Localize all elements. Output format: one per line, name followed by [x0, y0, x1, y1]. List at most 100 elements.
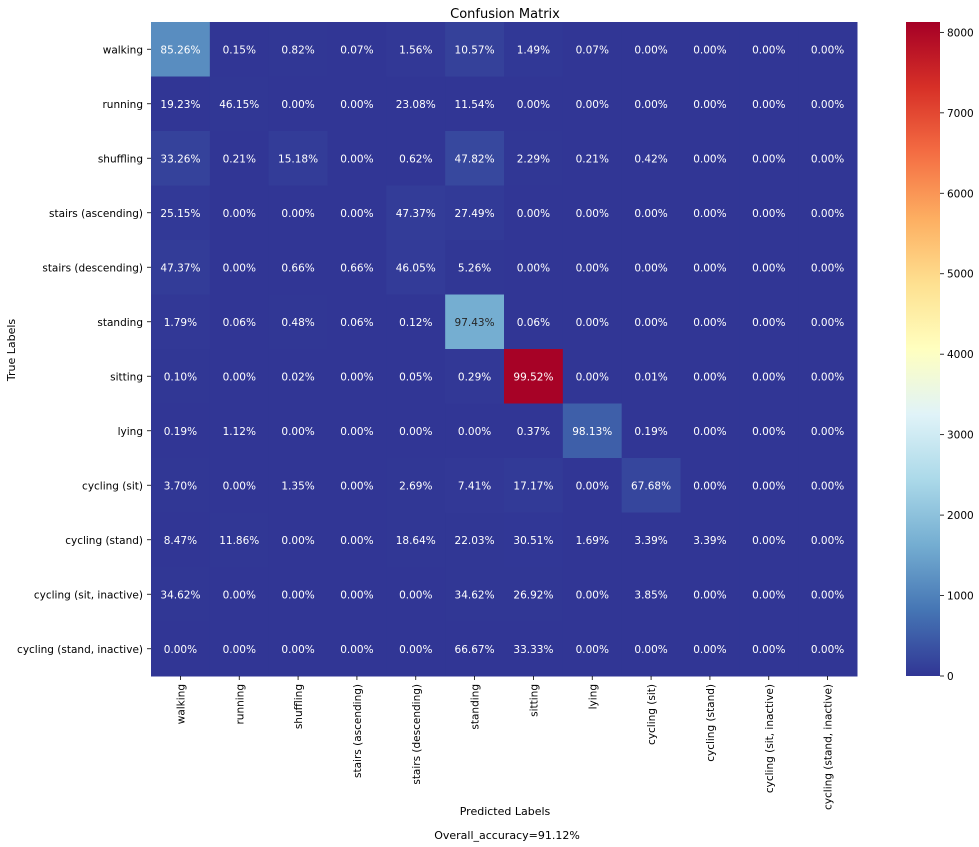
cell-value-label: 0.00%: [576, 317, 609, 329]
cell-value-label: 3.39%: [693, 535, 726, 547]
cell-value-label: 0.00%: [811, 44, 844, 56]
cell-value-label: 0.66%: [281, 262, 314, 274]
x-tick-label: lying: [587, 684, 599, 709]
cell-value-label: 10.57%: [455, 44, 495, 56]
heatmap-cell: [445, 22, 505, 77]
heatmap-cells: [151, 22, 858, 677]
heatmap-cell: [386, 294, 446, 350]
heatmap-cell: [151, 76, 211, 132]
cell-value-label: 0.00%: [340, 153, 373, 165]
cell-value-label: 0.06%: [517, 317, 550, 329]
cell-value-label: 0.00%: [634, 44, 667, 56]
heatmap-cell: [386, 621, 446, 677]
heatmap-cell: [621, 240, 681, 295]
heatmap-cell: [445, 294, 505, 350]
cell-value-label: 0.00%: [517, 208, 550, 220]
heatmap-cell: [151, 349, 211, 404]
heatmap-cell: [562, 349, 623, 404]
heatmap-cell: [209, 294, 270, 350]
cell-value-label: 0.01%: [634, 371, 667, 383]
cell-value-label: 0.00%: [634, 99, 667, 111]
heatmap-cell: [562, 185, 623, 241]
heatmap-cell: [209, 349, 270, 404]
heatmap-cell: [621, 349, 681, 404]
chart-title: Confusion Matrix: [450, 7, 560, 22]
heatmap-cell: [151, 458, 211, 513]
cell-value-label: 0.00%: [693, 262, 726, 274]
y-tick-label: stairs (ascending): [49, 208, 143, 220]
heatmap-cell: [327, 240, 387, 295]
cell-value-label: 85.26%: [160, 44, 200, 56]
colorbar: [906, 22, 940, 676]
cell-value-label: 0.00%: [752, 99, 785, 111]
heatmap-cell: [151, 621, 211, 677]
cell-value-label: 0.05%: [399, 371, 432, 383]
heatmap-cell: [209, 76, 270, 132]
cell-value-label: 0.15%: [223, 44, 256, 56]
heatmap-cell: [268, 131, 328, 186]
cell-value-label: 0.00%: [811, 426, 844, 438]
cell-value-label: 0.00%: [693, 644, 726, 656]
heatmap-cell: [209, 512, 270, 568]
y-tick-label: cycling (stand): [65, 535, 143, 547]
heatmap-cell: [386, 22, 446, 77]
heatmap-cell: [151, 240, 211, 295]
cell-value-label: 33.26%: [160, 153, 200, 165]
x-tick-label: running: [234, 684, 246, 725]
x-axis-label: Predicted Labels: [460, 805, 551, 818]
cell-value-label: 0.00%: [693, 426, 726, 438]
cell-value-label: 26.92%: [513, 589, 553, 601]
cell-value-label: 66.67%: [455, 644, 495, 656]
overall-accuracy-label: Overall_accuracy=91.12%: [434, 829, 580, 842]
heatmap-cell: [445, 403, 505, 459]
colorbar-tick-label: 3000: [947, 430, 974, 442]
heatmap-cell: [562, 131, 623, 186]
heatmap-cell: [504, 240, 564, 295]
cell-value-label: 22.03%: [455, 535, 495, 547]
heatmap-cell: [268, 185, 328, 241]
heatmap-cell: [209, 131, 270, 186]
cell-value-label: 0.82%: [281, 44, 314, 56]
cell-value-label: 0.00%: [752, 480, 785, 492]
cell-value-label: 19.23%: [160, 99, 200, 111]
cell-value-label: 0.00%: [752, 535, 785, 547]
heatmap-cell: [151, 185, 211, 241]
cell-value-label: 0.48%: [281, 317, 314, 329]
cell-value-label: 0.00%: [693, 480, 726, 492]
cell-value-label: 0.00%: [340, 426, 373, 438]
cell-value-label: 46.05%: [396, 262, 436, 274]
colorbar-tick-label: 8000: [947, 27, 974, 39]
cell-value-label: 0.00%: [164, 644, 197, 656]
heatmap-cell: [680, 185, 740, 241]
cell-value-label: 27.49%: [455, 208, 495, 220]
heatmap-cell: [680, 294, 740, 350]
cell-value-label: 0.21%: [223, 153, 256, 165]
cell-value-label: 0.07%: [576, 44, 609, 56]
cell-value-label: 0.00%: [340, 371, 373, 383]
cell-value-label: 0.00%: [634, 644, 667, 656]
heatmap-cell: [680, 131, 740, 186]
y-axis-label: True Labels: [5, 319, 18, 383]
cell-value-label: 0.00%: [399, 644, 432, 656]
cell-value-label: 0.00%: [634, 317, 667, 329]
x-tick-label: stairs (ascending): [352, 684, 364, 778]
heatmap-cell: [386, 185, 446, 241]
y-tick-label: standing: [97, 317, 143, 329]
cell-value-label: 0.00%: [340, 644, 373, 656]
cell-value-label: 33.33%: [513, 644, 553, 656]
heatmap-cell: [798, 76, 858, 132]
heatmap-cell: [445, 567, 505, 622]
heatmap-cell: [798, 349, 858, 404]
x-tick-label: cycling (sit, inactive): [764, 684, 776, 793]
heatmap-cell: [562, 240, 623, 295]
y-tick-labels: walking running shuffling stairs (ascending…: [17, 44, 151, 656]
heatmap-cell: [386, 567, 446, 622]
colorbar-tick-label: 2000: [947, 510, 974, 522]
heatmap-cell: [504, 621, 564, 677]
heatmap-cell: [562, 621, 623, 677]
colorbar-tick-label: 0: [947, 671, 954, 683]
cell-value-label: 34.62%: [160, 589, 200, 601]
cell-value-label: 0.00%: [752, 317, 785, 329]
cell-value-label: 99.52%: [513, 371, 553, 383]
x-tick-label: shuffling: [293, 684, 305, 729]
